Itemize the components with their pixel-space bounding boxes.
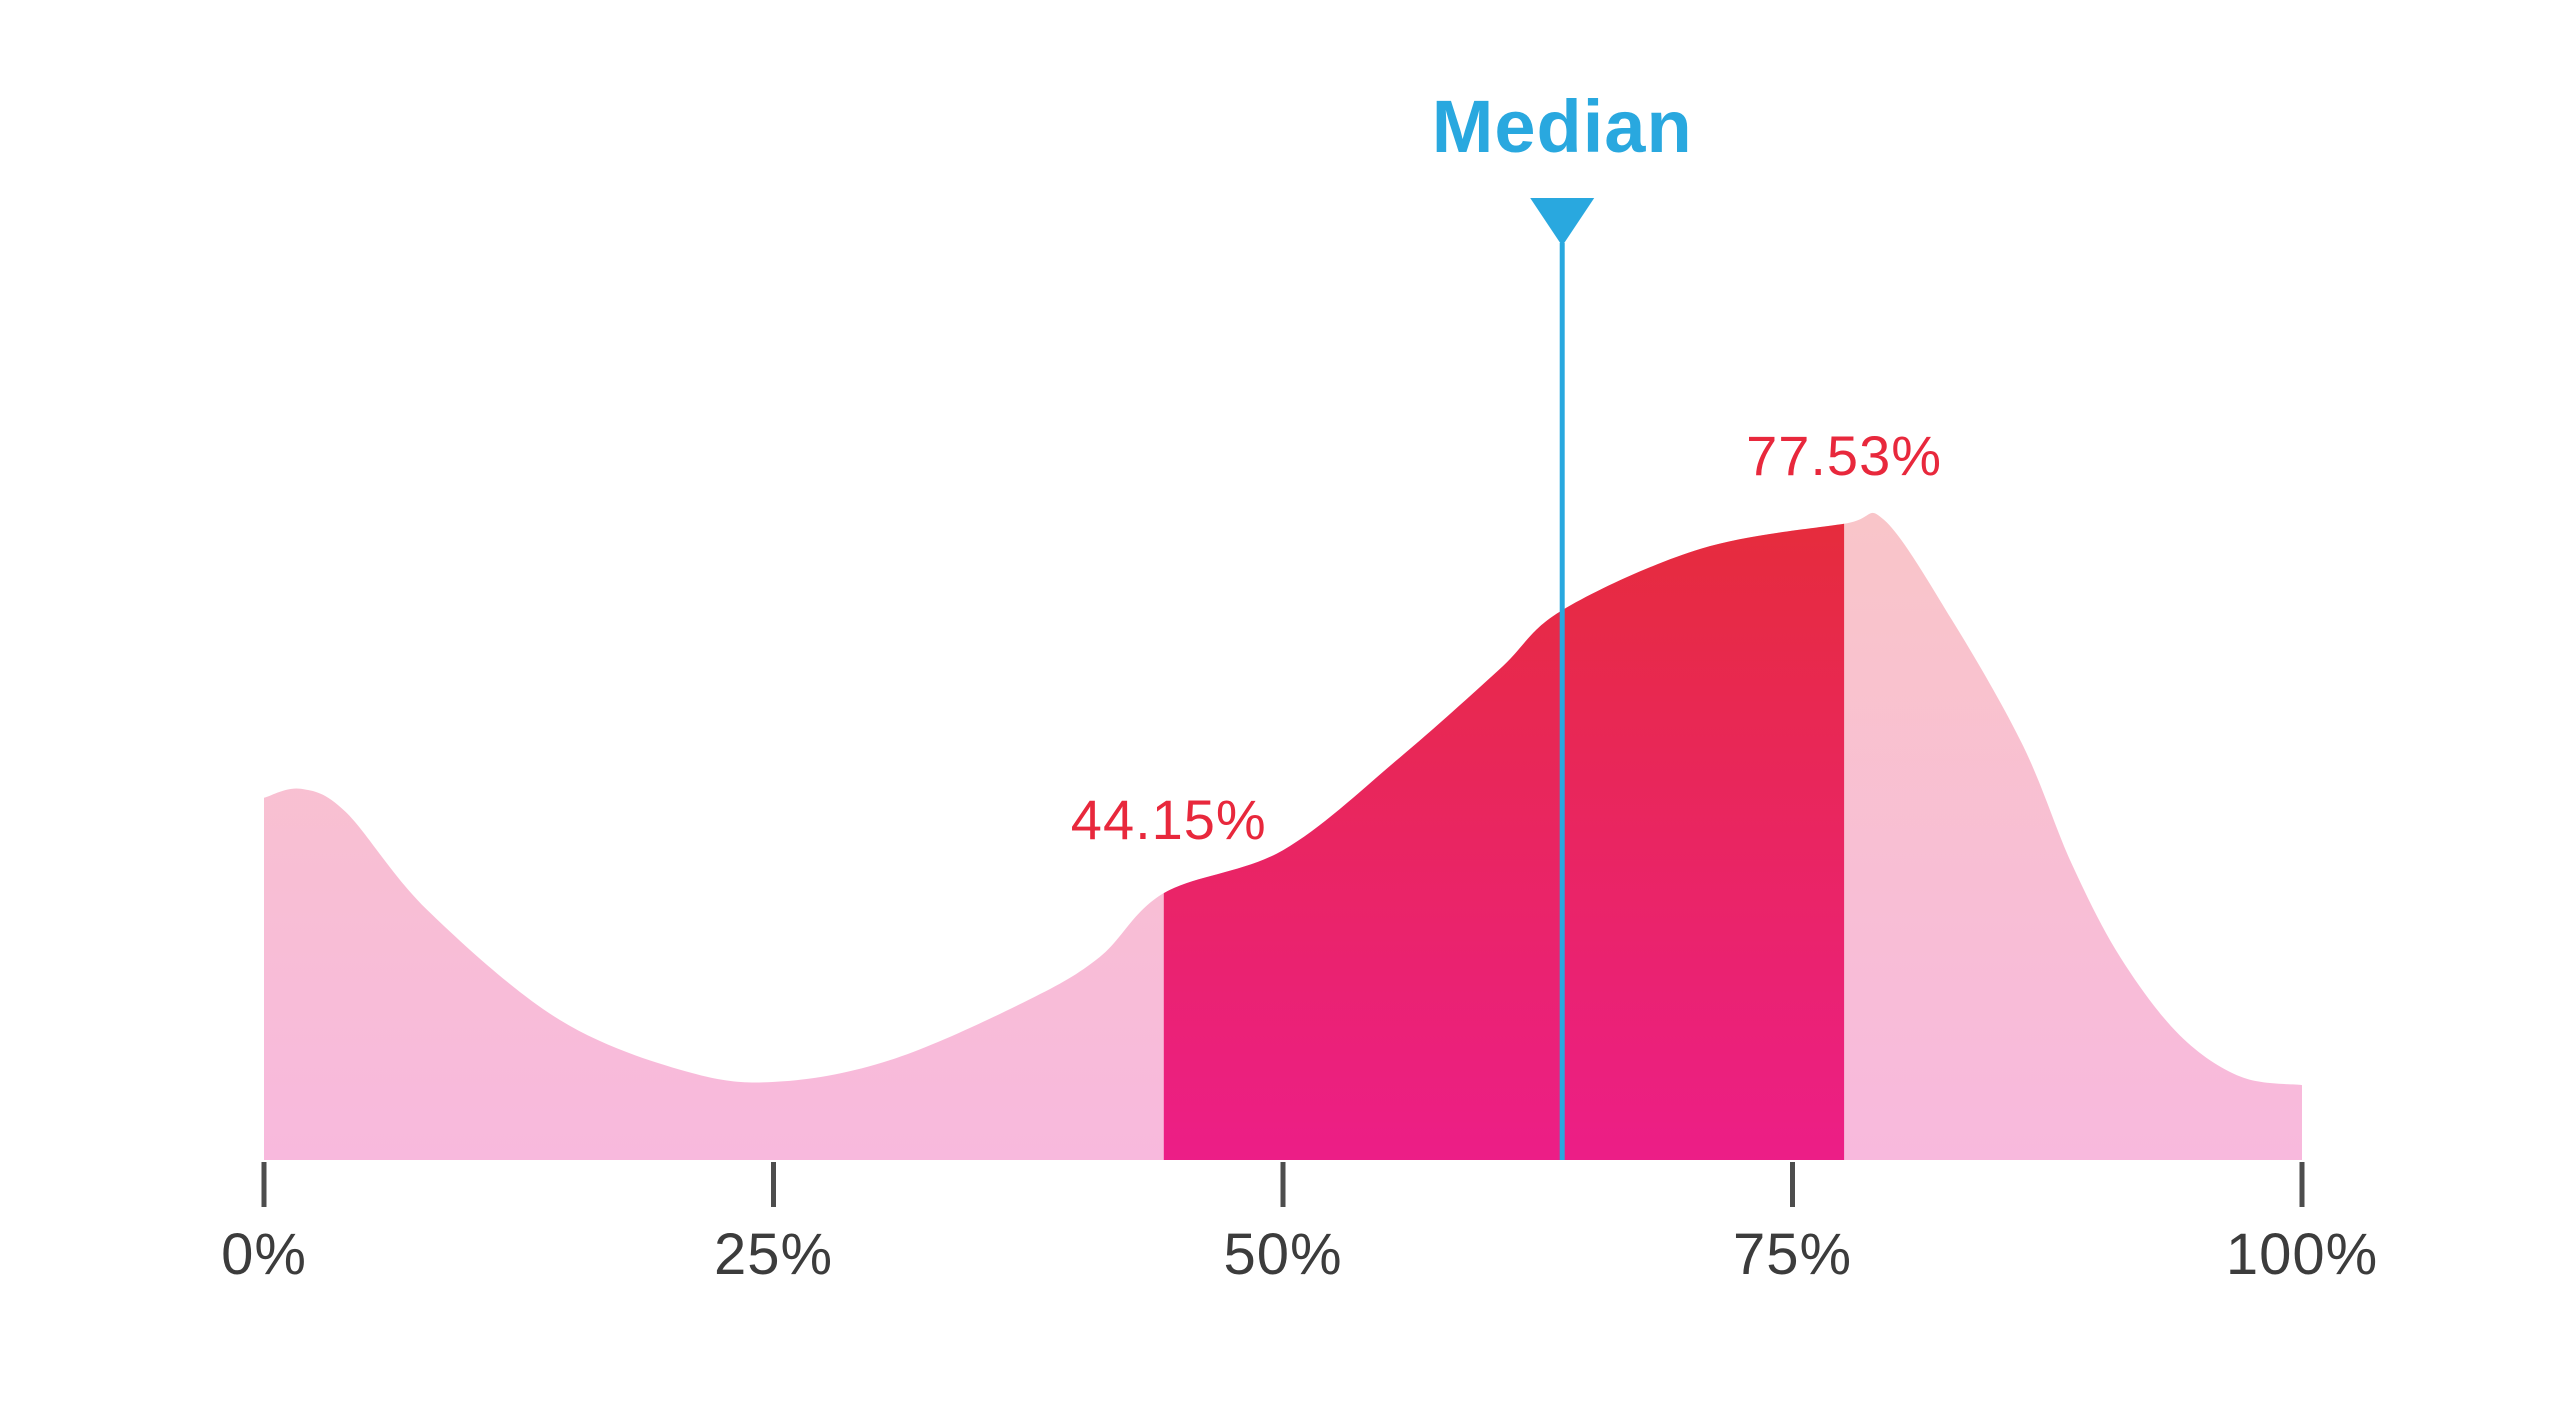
- x-axis-tick-label-50: 50%: [1223, 1222, 1343, 1287]
- range-end-label: 77.53%: [1746, 424, 1943, 487]
- median-marker-icon: [1530, 198, 1595, 246]
- x-axis-tick-label-100: 100%: [2225, 1222, 2379, 1287]
- x-axis-ticks: [261, 1162, 2305, 1207]
- range-start-label: 44.15%: [1070, 788, 1267, 851]
- x-axis-tick-label-75: 75%: [1732, 1222, 1853, 1287]
- highlight-range-area: [1163, 523, 1845, 1160]
- x-axis-tick-label-0: 0%: [221, 1222, 307, 1287]
- median-label: Median: [1431, 85, 1693, 168]
- x-axis-tick-label-25: 25%: [713, 1222, 834, 1287]
